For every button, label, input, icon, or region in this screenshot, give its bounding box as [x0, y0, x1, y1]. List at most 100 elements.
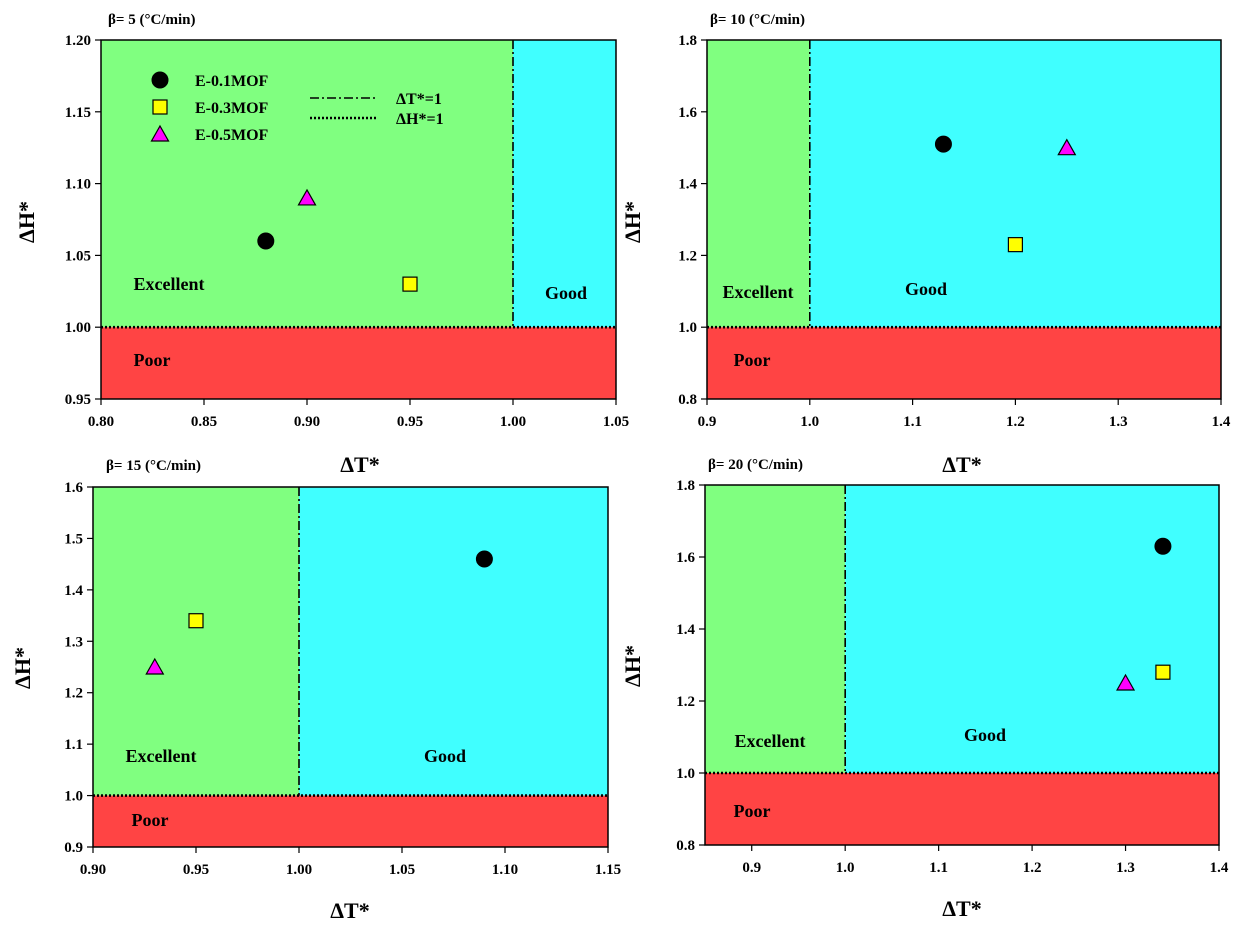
plot-frame — [100, 39, 617, 400]
poor-region — [707, 327, 1221, 399]
data-point-e-0-3mof — [402, 276, 418, 292]
x-tick-label: 0.90 — [80, 862, 106, 878]
x-tick-label: 1.05 — [603, 414, 629, 430]
plot-frame — [704, 484, 1220, 846]
data-point-e-0-5mof — [1057, 138, 1077, 156]
poor-label: Poor — [734, 350, 771, 370]
legend-label-e-0-3mof: E-0.3MOF — [195, 100, 269, 117]
x-tick-label: 1.4 — [1212, 414, 1231, 430]
x-tick-label: 1.4 — [1210, 860, 1229, 876]
y-tick-label: 1.2 — [678, 248, 697, 264]
x-tick-label: 1.3 — [1109, 414, 1128, 430]
good-label: Good — [905, 279, 947, 299]
panel-title: β= 10 (°C/min) — [710, 12, 805, 28]
legend-marker-e-0-5mof — [150, 124, 170, 142]
x-tick-label: 1.0 — [836, 860, 855, 876]
x-tick-label: 1.05 — [389, 862, 415, 878]
y-tick-label: 1.1 — [64, 737, 83, 753]
good-region — [513, 40, 616, 328]
x-tick-label: 0.85 — [191, 414, 217, 430]
y-tick-label: 1.05 — [65, 248, 91, 264]
y-tick-label: 0.8 — [678, 392, 697, 408]
good-label: Good — [424, 746, 466, 766]
y-tick-label: 1.3 — [64, 634, 83, 650]
x-tick-label: 0.9 — [742, 860, 761, 876]
legend-line-label: ΔH*=1 — [396, 111, 444, 128]
x-axis-label: ΔT* — [942, 896, 981, 921]
x-tick-label: 1.3 — [1116, 860, 1135, 876]
panel-3: 0.90 0.95 1.00 1.05 1.10 1.15 0.9 1.0 1.1 1.2 1.3 1… — [10, 458, 621, 923]
plot-frame — [92, 486, 609, 848]
excellent-label: Excellent — [723, 282, 794, 302]
data-point-e-0-1mof — [475, 550, 493, 568]
panel-title: β= 15 (°C/min) — [106, 458, 201, 474]
x-axis-label: ΔT* — [942, 452, 981, 477]
y-tick-label: 1.2 — [64, 686, 83, 702]
x-axis-label: ΔT* — [330, 898, 369, 923]
data-point-e-0-3mof — [188, 613, 204, 629]
excellent-region — [705, 485, 846, 773]
y-tick-label: 1.00 — [65, 320, 91, 336]
good-region — [845, 485, 1219, 773]
y-tick-label: 1.20 — [65, 33, 91, 49]
x-tick-label: 1.2 — [1023, 860, 1042, 876]
y-tick-label: 1.4 — [676, 622, 695, 638]
good-label: Good — [545, 283, 587, 303]
legend-marker-e-0-3mof — [152, 99, 168, 115]
y-tick-label: 0.8 — [676, 838, 695, 854]
good-label: Good — [964, 725, 1006, 745]
panel-title: β= 5 (°C/min) — [108, 12, 195, 28]
poor-label: Poor — [734, 801, 771, 821]
data-point-e-0-1mof — [1154, 537, 1172, 555]
y-axis-label: ΔH* — [10, 647, 35, 689]
panel-2: 0.9 1.0 1.1 1.2 1.3 1.4 0.8 1.0 1.2 1.4 1.6 1.8 ΔT* Δ… — [620, 12, 1231, 477]
excellent-label: Excellent — [134, 274, 205, 294]
y-tick-label: 1.5 — [64, 531, 83, 547]
excellent-region — [101, 40, 513, 328]
panel-4: 0.9 1.0 1.1 1.2 1.3 1.4 0.8 1.0 1.2 1.4 1.6 1.8 ΔT* Δ… — [620, 457, 1229, 921]
poor-region — [93, 795, 608, 847]
y-tick-label: 1.0 — [64, 789, 83, 805]
y-tick-label: 1.4 — [64, 583, 83, 599]
data-point-e-0-1mof — [257, 232, 275, 250]
y-tick-label: 1.6 — [64, 480, 83, 496]
y-axis-label: ΔH* — [14, 201, 39, 243]
x-tick-label: 1.1 — [903, 414, 922, 430]
x-axis-label: ΔT* — [340, 452, 379, 477]
legend-line-label: ΔT*=1 — [396, 91, 442, 108]
x-tick-label: 1.15 — [595, 862, 621, 878]
good-region — [299, 487, 608, 796]
panel-title: β= 20 (°C/min) — [708, 457, 803, 473]
data-point-e-0-5mof — [1116, 673, 1136, 691]
poor-label: Poor — [134, 350, 171, 370]
y-tick-label: 1.2 — [676, 694, 695, 710]
poor-region — [705, 773, 1219, 845]
y-tick-label: 1.15 — [65, 105, 91, 121]
legend: E-0.1MOF E-0.3MOF E-0.5MOF ΔT*=1 ΔH*=1 — [150, 71, 444, 144]
data-point-e-0-3mof — [1155, 664, 1171, 680]
y-tick-label: 1.4 — [678, 177, 697, 193]
plot-frame — [706, 39, 1222, 400]
x-tick-label: 1.00 — [500, 414, 526, 430]
y-tick-label: 1.0 — [678, 320, 697, 336]
x-tick-label: 1.0 — [800, 414, 819, 430]
x-tick-label: 0.80 — [88, 414, 114, 430]
x-tick-label: 1.2 — [1006, 414, 1025, 430]
legend-label-e-0-1mof: E-0.1MOF — [195, 73, 269, 90]
x-tick-label: 1.1 — [929, 860, 948, 876]
y-tick-label: 1.0 — [676, 766, 695, 782]
y-tick-label: 1.8 — [678, 33, 697, 49]
good-region — [809, 40, 1221, 328]
y-tick-label: 1.10 — [65, 177, 91, 193]
poor-label: Poor — [132, 810, 169, 830]
y-tick-label: 0.95 — [65, 392, 91, 408]
data-point-e-0-3mof — [1007, 237, 1024, 253]
excellent-label: Excellent — [126, 746, 197, 766]
poor-region — [101, 327, 616, 399]
y-tick-label: 1.6 — [678, 105, 697, 121]
panel-1: 0.80 0.85 0.90 0.95 1.00 1.05 0.95 1.00 1.05 1.10… — [14, 12, 629, 477]
excellent-region — [707, 40, 810, 328]
excellent-region — [93, 487, 299, 796]
legend-marker-e-0-1mof — [151, 71, 169, 89]
legend-label-e-0-5mof: E-0.5MOF — [195, 127, 269, 144]
